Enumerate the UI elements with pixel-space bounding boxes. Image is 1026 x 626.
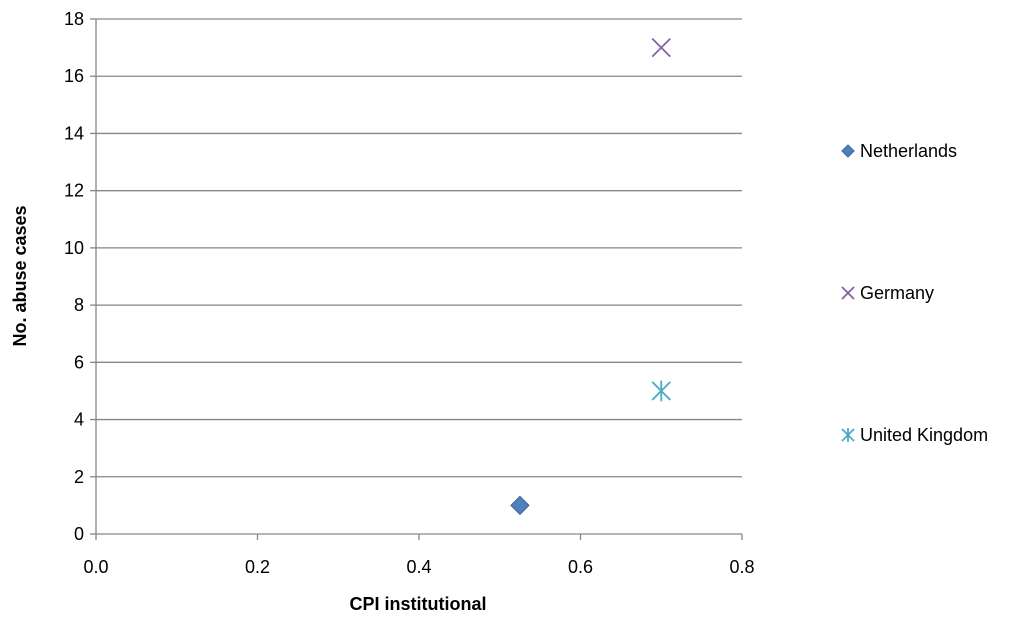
legend-label-netherlands: Netherlands (860, 141, 957, 161)
x-tick-label-0.4: 0.4 (406, 557, 431, 577)
y-axis-title: No. abuse cases (10, 205, 30, 346)
y-tick-label-4: 4 (74, 410, 84, 430)
y-tick-label-6: 6 (74, 352, 84, 372)
legend-marker-netherlands-shape (841, 144, 855, 158)
x-tick-label-0.8: 0.8 (729, 557, 754, 577)
x-axis-title: CPI institutional (350, 594, 487, 614)
y-tick-label-12: 12 (64, 181, 84, 201)
y-tick-label-16: 16 (64, 66, 84, 86)
tick-labels: 0 2 4 6 8 10 12 14 16 18 0.0 0.2 0.4 0.6 0.8 (64, 9, 755, 577)
data-point-germany (651, 37, 671, 58)
data-point-netherlands (510, 495, 530, 516)
gridlines (96, 18, 742, 478)
data-points (510, 37, 671, 516)
x-tick-label-0.6: 0.6 (568, 557, 593, 577)
y-tick-label-14: 14 (64, 123, 84, 143)
legend-label-united-kingdom: United Kingdom (860, 425, 988, 445)
legend-marker-germany (841, 286, 855, 300)
data-point-netherlands-shape (510, 495, 530, 516)
legend-marker-germany-stroke-b (841, 286, 855, 300)
x-tick-label-0.2: 0.2 (245, 557, 270, 577)
data-point-germany-stroke-b (651, 37, 671, 58)
legend-label-germany: Germany (860, 283, 934, 303)
y-tick-label-18: 18 (64, 9, 84, 29)
legend-marker-netherlands (841, 144, 855, 158)
legend: Netherlands Germany United Kingdom (841, 141, 988, 445)
legend-marker-united-kingdom (841, 428, 855, 442)
x-tick-label-0.0: 0.0 (83, 557, 108, 577)
y-tick-label-8: 8 (74, 295, 84, 315)
y-tick-label-0: 0 (74, 524, 84, 544)
axes (90, 18, 743, 540)
y-tick-label-10: 10 (64, 238, 84, 258)
y-tick-label-2: 2 (74, 467, 84, 487)
data-point-united-kingdom (651, 380, 671, 402)
